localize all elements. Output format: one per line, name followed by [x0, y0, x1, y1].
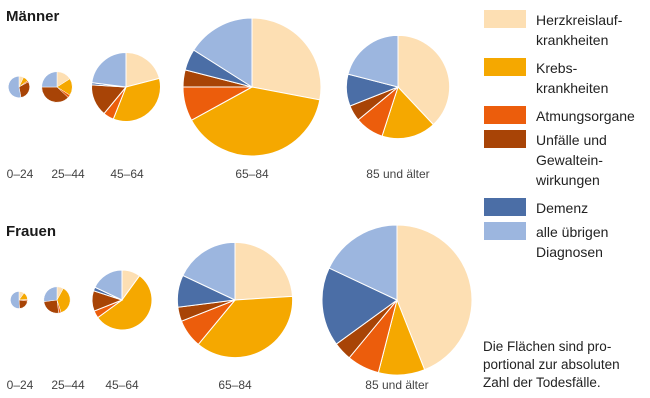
pie-slice-maenner-3-krebs [190, 86, 321, 157]
legend-item-herzkreislauf: Herzkreislauf-krankheiten [484, 10, 650, 58]
pies-maenner [8, 17, 451, 157]
pie-slice-maenner-4-herz [397, 34, 451, 126]
pie-slice-maenner-0-uebrige [8, 76, 22, 98]
pie-slice-frauen-2-uebrige [94, 269, 123, 301]
pie-slice-frauen-0-uebrige [10, 291, 20, 309]
pie-slice-maenner-1-uebrige [41, 71, 58, 88]
pie-slice-frauen-3-herz [234, 241, 294, 301]
legend-label-krebs: Krebs-krankheiten [536, 60, 609, 96]
pie-slice-maenner-4-uebrige [347, 34, 399, 88]
pie-slice-maenner-2-krebs [112, 77, 161, 122]
age-label-frauen-25-44: 25–44 [51, 378, 85, 392]
legend: Herzkreislauf-krankheiten Krebs-krankhei… [484, 10, 650, 270]
age-label-frauen-45-64: 45–64 [105, 378, 139, 392]
pie-chart-area: Männer 0–24 25–44 45–64 65–84 85 und ält… [6, 8, 473, 392]
pies-frauen [10, 224, 473, 376]
legend-label-atmungsorgane: Atmungsorgane [536, 108, 635, 124]
pie-slice-maenner-1-unfall [41, 86, 69, 103]
legend-item-krebs: Krebs-krankheiten [484, 58, 650, 106]
legend-swatch-atmungsorgane [484, 106, 526, 124]
pie-slice-frauen-3-krebs [197, 295, 294, 359]
pie-slice-maenner-3-uebrige [193, 17, 253, 88]
age-label-maenner-85plus: 85 und älter [366, 167, 429, 181]
legend-swatch-uebrige [484, 222, 526, 240]
pie-slice-frauen-1-krebs [56, 288, 71, 313]
age-label-frauen-0-24: 0–24 [7, 378, 34, 392]
pie-slice-frauen-2-krebs [97, 275, 153, 331]
pie-slice-frauen-4-demenz [321, 267, 398, 345]
pie-slice-frauen-1-unfall [43, 299, 59, 314]
pie-slice-frauen-0-unfall [18, 299, 28, 309]
pie-slice-maenner-4-krebs [381, 86, 435, 140]
legend-label-uebrige: alle übrigen Diagnosen [536, 224, 609, 260]
legend-item-uebrige: alle übrigen Diagnosen [484, 222, 650, 270]
legend-swatch-demenz [484, 198, 526, 216]
group-title-frauen: Frauen [6, 223, 56, 240]
pie-slice-frauen-4-herz [396, 224, 473, 371]
pie-slice-maenner-3-herz [251, 17, 322, 101]
age-label-frauen-65-84: 65–84 [218, 378, 252, 392]
legend-swatch-krebs [484, 58, 526, 76]
age-label-maenner-45-64: 45–64 [110, 167, 144, 181]
legend-label-herzkreislauf: Herzkreislauf-krankheiten [536, 12, 623, 48]
pie-slice-frauen-3-uebrige [182, 241, 236, 301]
age-label-maenner-65-84: 65–84 [235, 167, 269, 181]
pie-slice-frauen-1-uebrige [43, 286, 58, 302]
group-maenner: Männer 0–24 25–44 45–64 65–84 85 und ält… [6, 8, 451, 181]
legend-item-atmungsorgane: Atmungsorgane [484, 106, 650, 130]
legend-item-demenz: Demenz [484, 198, 650, 222]
legend-item-unfaelle: Unfälle und Gewaltein-wirkungen [484, 130, 650, 198]
age-label-maenner-25-44: 25–44 [51, 167, 85, 181]
footnote-area-proportional: Die Flächen sind pro-portional zur absol… [483, 339, 620, 390]
group-title-maenner: Männer [6, 8, 60, 25]
pie-slice-maenner-2-herz [125, 51, 161, 88]
group-frauen: Frauen 0–24 25–44 45–64 65–84 85 und ält… [6, 223, 473, 392]
age-label-maenner-0-24: 0–24 [7, 167, 34, 181]
legend-swatch-unfaelle [484, 130, 526, 148]
legend-swatch-herzkreislauf [484, 10, 526, 28]
pie-slice-frauen-4-uebrige [328, 224, 398, 301]
age-label-frauen-85plus: 85 und älter [365, 378, 428, 392]
legend-label-unfaelle: Unfälle und Gewaltein-wirkungen [536, 132, 607, 188]
pie-slice-maenner-2-uebrige [91, 51, 127, 88]
legend-label-demenz: Demenz [536, 200, 589, 216]
